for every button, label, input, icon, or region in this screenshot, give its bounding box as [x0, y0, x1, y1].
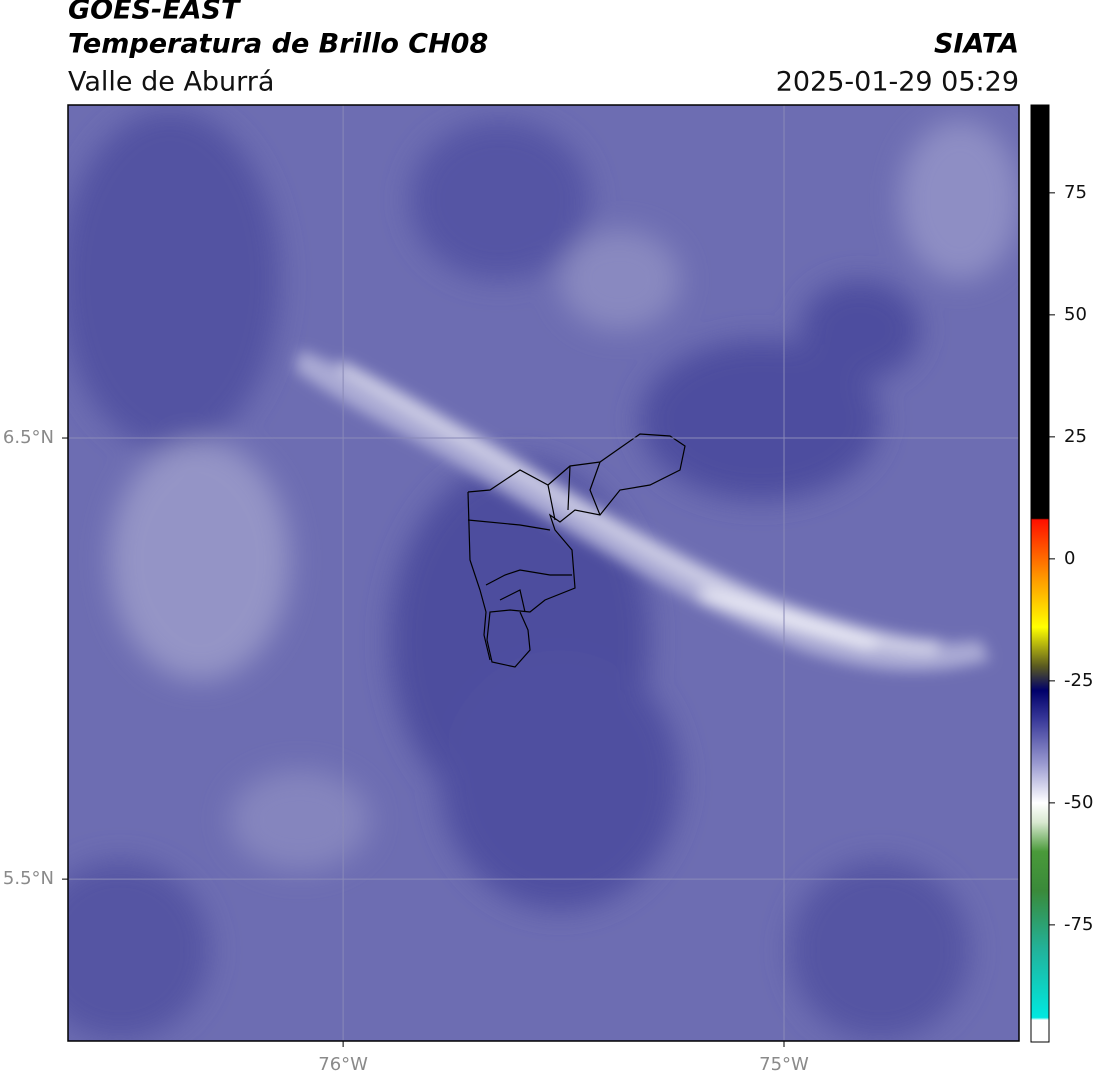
colorbar-tick-label: -50: [1064, 792, 1093, 813]
colorbar-tick-label: -25: [1064, 670, 1093, 691]
colorbar-tick-label: 50: [1064, 304, 1087, 325]
colorbar: [1030, 104, 1050, 1043]
x-tick-label: 76°W: [318, 1054, 368, 1075]
subtitle: Temperatura de Brillo CH08: [68, 29, 488, 60]
y-tick-label: 6.5°N: [3, 427, 54, 448]
colorbar-tick-label: 75: [1064, 182, 1087, 203]
region: Valle de Aburrá: [68, 67, 274, 98]
map-field: [68, 105, 1019, 1041]
datetime: 2025-01-29 05:29: [776, 67, 1019, 98]
colorbar-tick-label: 0: [1064, 548, 1075, 569]
source: SIATA: [934, 29, 1019, 60]
y-tick-label: 5.5°N: [3, 868, 54, 889]
colorbar-tick-label: 25: [1064, 426, 1087, 447]
map-frame: [67, 104, 1020, 1042]
x-tick-label: 75°W: [759, 1054, 809, 1075]
title: GOES-EAST: [68, 0, 242, 26]
colorbar-tick-label: -75: [1064, 914, 1093, 935]
